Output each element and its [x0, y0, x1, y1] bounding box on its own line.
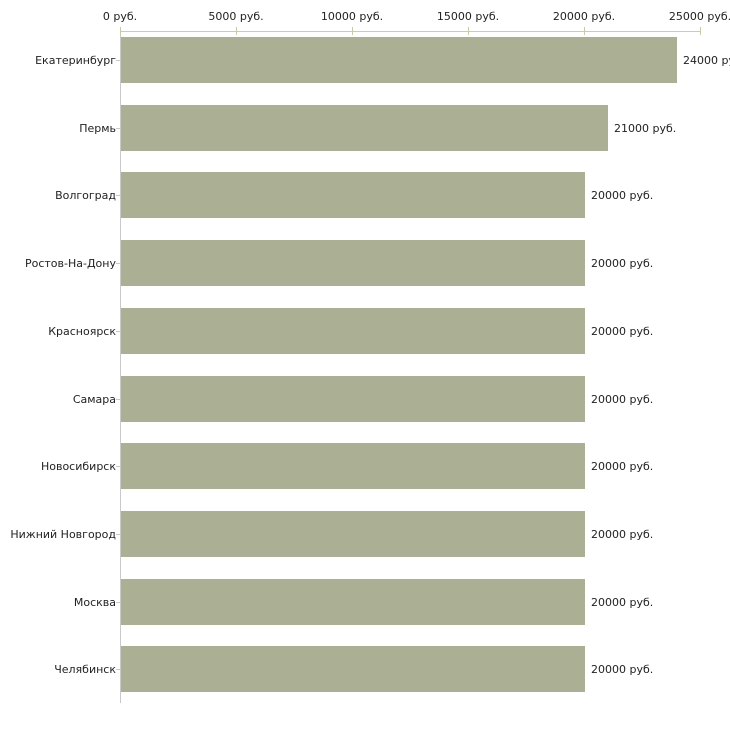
category-label: Волгоград	[55, 188, 116, 202]
value-label: 24000 руб.	[683, 53, 730, 67]
bar	[121, 579, 585, 625]
value-label: 21000 руб.	[614, 121, 677, 135]
value-label: 20000 руб.	[591, 256, 654, 270]
y-tick-mark	[116, 534, 120, 535]
y-tick-mark	[116, 263, 120, 264]
category-label: Ростов-На-Дону	[24, 256, 116, 270]
y-tick-mark	[116, 399, 120, 400]
value-label: 20000 руб.	[591, 188, 654, 202]
bar	[121, 172, 585, 218]
x-tick-label: 25000 руб.	[668, 10, 730, 23]
y-tick-mark	[116, 128, 120, 129]
x-tick-mark	[352, 27, 353, 35]
bar	[121, 443, 585, 489]
bar	[121, 376, 585, 422]
bar	[121, 308, 585, 354]
x-tick-mark	[700, 27, 701, 35]
category-label: Нижний Новгород	[10, 527, 116, 541]
y-tick-mark	[116, 602, 120, 603]
bar	[121, 646, 585, 692]
x-tick-label: 0 руб.	[102, 10, 138, 23]
category-label: Красноярск	[48, 324, 116, 338]
x-tick-mark	[584, 27, 585, 35]
x-tick-mark	[468, 27, 469, 35]
value-label: 20000 руб.	[591, 324, 654, 338]
x-tick-label: 5000 руб.	[208, 10, 264, 23]
y-tick-mark	[116, 466, 120, 467]
bar	[121, 105, 608, 151]
x-tick-mark	[236, 27, 237, 35]
bar	[121, 511, 585, 557]
category-label: Екатеринбург	[35, 53, 116, 67]
category-label: Челябинск	[54, 662, 116, 676]
y-tick-mark	[116, 60, 120, 61]
category-label: Самара	[72, 392, 116, 406]
x-tick-label: 10000 руб.	[320, 10, 384, 23]
value-label: 20000 руб.	[591, 662, 654, 676]
y-tick-mark	[116, 195, 120, 196]
y-tick-mark	[116, 669, 120, 670]
category-label: Москва	[73, 595, 116, 609]
value-label: 20000 руб.	[591, 595, 654, 609]
value-label: 20000 руб.	[591, 392, 654, 406]
x-tick-label: 15000 руб.	[436, 10, 500, 23]
bar	[121, 37, 677, 83]
category-label: Новосибирск	[40, 459, 116, 473]
x-axis-line	[120, 31, 701, 32]
category-label: Пермь	[79, 121, 116, 135]
value-label: 20000 руб.	[591, 459, 654, 473]
y-tick-mark	[116, 331, 120, 332]
x-tick-label: 20000 руб.	[552, 10, 616, 23]
x-tick-mark	[120, 27, 121, 35]
y-axis-line	[120, 31, 121, 703]
value-label: 20000 руб.	[591, 527, 654, 541]
bar	[121, 240, 585, 286]
